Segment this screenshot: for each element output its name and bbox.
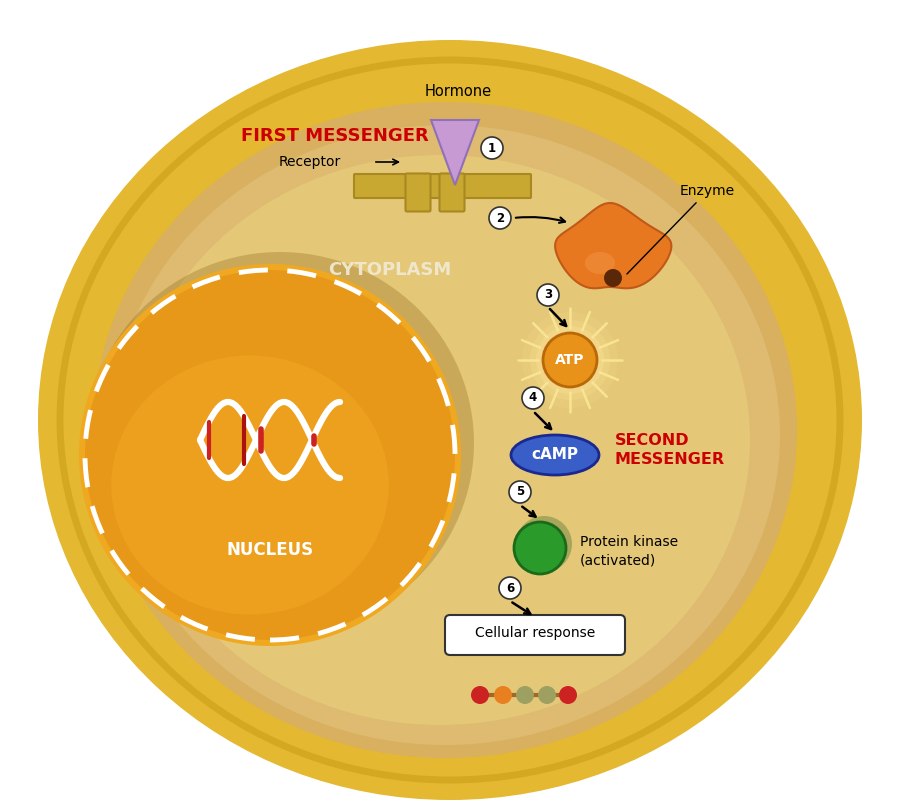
Ellipse shape [85,270,455,640]
FancyBboxPatch shape [445,615,624,655]
Text: FIRST MESSENGER: FIRST MESSENGER [241,127,428,145]
Ellipse shape [111,355,389,614]
Ellipse shape [52,52,847,788]
Circle shape [521,387,543,409]
Text: NUCLEUS: NUCLEUS [226,541,313,559]
Circle shape [516,686,533,704]
Text: 6: 6 [505,582,514,594]
Circle shape [489,207,510,229]
Circle shape [559,686,576,704]
Polygon shape [554,203,671,288]
Text: Enzyme: Enzyme [626,184,734,274]
FancyBboxPatch shape [405,174,430,211]
Text: Receptor: Receptor [278,155,341,169]
Text: 3: 3 [543,289,551,302]
Circle shape [604,269,621,287]
Ellipse shape [110,125,779,745]
Text: SECOND
MESSENGER: SECOND MESSENGER [614,433,724,466]
Ellipse shape [38,40,861,800]
Circle shape [481,137,503,159]
Ellipse shape [60,60,839,780]
Text: 4: 4 [528,391,537,405]
Text: Hormone: Hormone [424,85,491,99]
Ellipse shape [79,264,460,646]
Circle shape [542,333,596,387]
Polygon shape [430,120,479,185]
FancyBboxPatch shape [439,174,464,211]
Text: cAMP: cAMP [531,447,578,462]
Circle shape [529,320,609,400]
Circle shape [508,481,530,503]
Ellipse shape [584,252,614,274]
Circle shape [536,326,604,394]
Text: ATP: ATP [555,353,584,367]
Circle shape [521,312,618,408]
Text: CYTOPLASM: CYTOPLASM [328,261,451,279]
Circle shape [494,686,512,704]
Text: Cellular response: Cellular response [474,626,595,640]
Ellipse shape [510,435,598,475]
Ellipse shape [93,102,796,758]
Text: Protein kinase
(activated): Protein kinase (activated) [579,534,677,567]
Circle shape [498,577,520,599]
Ellipse shape [85,252,473,634]
Text: 2: 2 [495,211,504,225]
Text: 1: 1 [487,142,495,154]
FancyBboxPatch shape [354,174,530,198]
Ellipse shape [130,155,749,725]
Circle shape [471,686,489,704]
Text: 5: 5 [516,486,524,498]
Circle shape [514,522,565,574]
Circle shape [516,516,572,572]
Circle shape [537,284,559,306]
Circle shape [538,686,555,704]
